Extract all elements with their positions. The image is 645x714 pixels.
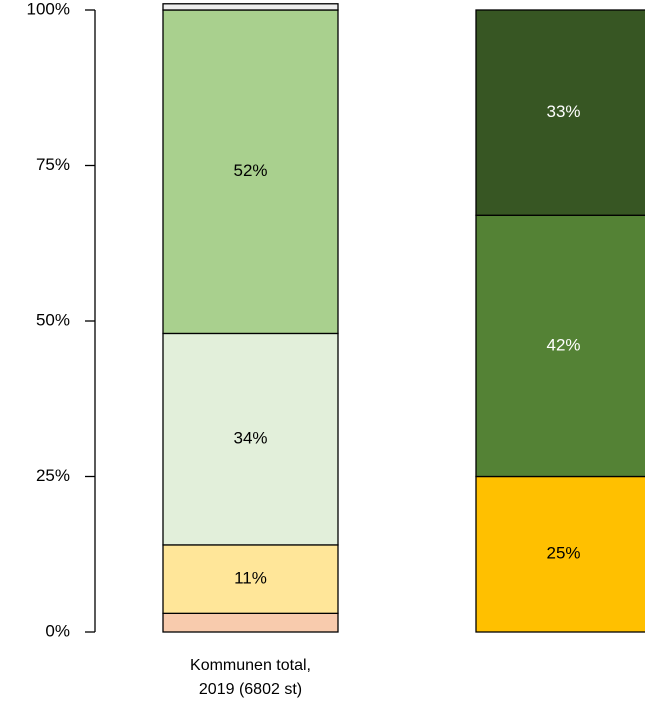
bar-segment [162, 332, 339, 546]
y-tick-label: 75% [36, 155, 70, 174]
x-tick-label: Kommunen total, 2019 (6802 st) [190, 657, 311, 698]
y-tick-label: 0% [45, 621, 70, 640]
bar-segment [162, 9, 339, 335]
bar-segment [475, 475, 645, 633]
data-label: 33% [546, 102, 580, 121]
bar-segment [475, 9, 645, 216]
data-label: 11% [234, 569, 267, 588]
y-tick-label: 50% [36, 310, 70, 329]
bar-segment [162, 3, 339, 11]
y-tick-label: 100% [27, 0, 70, 18]
bar-segment [162, 612, 339, 633]
data-label: 42% [546, 335, 580, 354]
bar-segment [475, 214, 645, 478]
data-label: 25% [546, 544, 580, 563]
bar-segment [162, 544, 339, 614]
data-label: 52% [233, 161, 267, 180]
y-tick-label: 25% [36, 466, 70, 485]
data-label: 34% [233, 429, 267, 448]
